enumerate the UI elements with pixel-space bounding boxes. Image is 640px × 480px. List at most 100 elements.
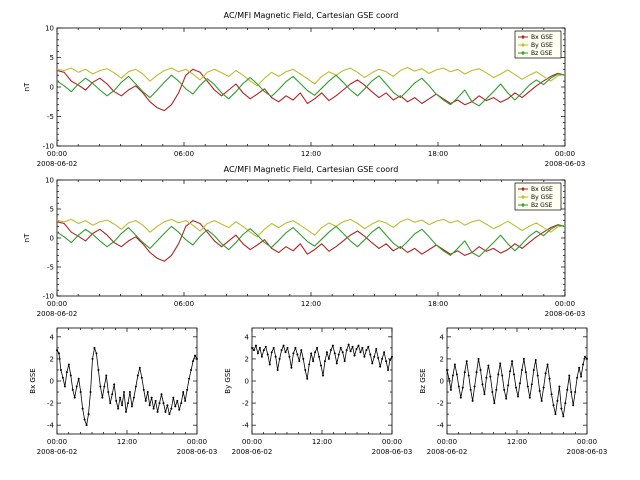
chart-0-y-label: nT bbox=[23, 82, 31, 91]
chart-3-y-tick-label: -4 bbox=[242, 422, 250, 430]
chart-0-x-tick-label: 00:00 bbox=[555, 150, 575, 158]
chart-0: AC/MFI Magnetic Field, Cartesian GSE coo… bbox=[23, 11, 585, 168]
chart-1-y-tick-label: -10 bbox=[43, 293, 54, 301]
chart-2-x-date-label: 2008-06-02 bbox=[37, 448, 78, 456]
chart-1-y-tick-label: 5 bbox=[50, 206, 54, 214]
chart-3-y-label: By GSE bbox=[224, 368, 232, 393]
chart-4-x-tick-label: 00:00 bbox=[577, 438, 597, 446]
chart-1-legend-label: Bx GSE bbox=[531, 186, 553, 193]
chart-0-x-tick-label: 00:00 bbox=[47, 150, 67, 158]
chart-1: AC/MFI Magnetic Field, Cartesian GSE coo… bbox=[23, 165, 585, 318]
chart-0-series-by-gse bbox=[56, 66, 566, 87]
chart-2-y-label: Bx GSE bbox=[29, 368, 37, 393]
chart-2-y-tick-label: -4 bbox=[47, 422, 55, 430]
chart-4-y-tick-label: 2 bbox=[440, 355, 444, 363]
chart-0-series-bz-gse bbox=[56, 73, 566, 107]
chart-2-x-tick-label: 00:00 bbox=[187, 438, 207, 446]
chart-1-x-date-label: 2008-06-02 bbox=[37, 310, 78, 318]
chart-0-legend-label: By GSE bbox=[531, 42, 553, 49]
chart-3-y-tick-label: 2 bbox=[245, 355, 249, 363]
chart-3-markers bbox=[251, 343, 393, 380]
chart-1-x-tick-label: 06:00 bbox=[174, 300, 194, 308]
chart-4-x-tick-label: 00:00 bbox=[437, 438, 457, 446]
chart-4-y-tick-label: -2 bbox=[437, 400, 444, 408]
chart-4-axes bbox=[446, 328, 588, 434]
chart-1-series-by-gse bbox=[56, 218, 566, 238]
chart-0-series-bx-gse bbox=[56, 68, 566, 112]
chart-2: -4 -2 0 2 4 00:00 12:00 00:00 2008-06-02 2008-06-… bbox=[29, 327, 218, 456]
chart-1-series-bx-gse bbox=[56, 220, 566, 262]
chart-3: -4 -2 0 2 4 00:00 12:00 00:00 2008-06-02 2008-06-… bbox=[224, 327, 413, 456]
chart-1-legend-label: Bz GSE bbox=[531, 202, 553, 209]
chart-4-y-tick-label: 0 bbox=[440, 378, 444, 386]
chart-4-frame bbox=[446, 327, 588, 435]
chart-3-y-tick-label: -2 bbox=[242, 400, 249, 408]
chart-4-x-date-label: 2008-06-03 bbox=[567, 448, 608, 456]
chart-2-y-tick-label: 2 bbox=[50, 355, 54, 363]
chart-1-y-label: nT bbox=[23, 233, 31, 242]
chart-4-x-date-label: 2008-06-02 bbox=[427, 448, 468, 456]
chart-1-y-tick-label: 0 bbox=[50, 235, 54, 243]
chart-3-y-tick-label: 0 bbox=[245, 378, 249, 386]
chart-1-y-tick-label: 10 bbox=[45, 177, 54, 185]
chart-0-legend-label: Bx GSE bbox=[531, 34, 553, 41]
chart-1-y-tick-label: -5 bbox=[47, 264, 54, 272]
legend-marker-icon bbox=[521, 203, 525, 207]
chart-3-axes bbox=[251, 328, 393, 434]
legend-marker-icon bbox=[521, 35, 525, 39]
chart-1-x-tick-label: 18:00 bbox=[428, 300, 448, 308]
chart-1-axes bbox=[56, 179, 566, 297]
chart-0-y-tick-label: -5 bbox=[47, 113, 54, 121]
chart-2-markers bbox=[56, 346, 198, 427]
chart-0-y-tick-label: -10 bbox=[43, 143, 54, 151]
chart-1-x-tick-label: 00:00 bbox=[47, 300, 67, 308]
chart-3-x-tick-label: 12:00 bbox=[312, 438, 332, 446]
chart-1-series-bz-gse bbox=[56, 224, 566, 258]
chart-0-x-tick-label: 06:00 bbox=[174, 150, 194, 158]
legend-marker-icon bbox=[521, 187, 525, 191]
chart-0-y-tick-label: 5 bbox=[50, 54, 54, 62]
chart-4-series-bz-gse bbox=[446, 356, 588, 417]
legend-marker-icon bbox=[521, 43, 525, 47]
chart-4: -4 -2 0 2 4 00:00 12:00 00:00 2008-06-02 2008-06-… bbox=[419, 327, 608, 456]
chart-2-y-tick-label: 0 bbox=[50, 378, 54, 386]
chart-1-x-date-label: 2008-06-03 bbox=[545, 310, 586, 318]
chart-0-y-tick-label: 10 bbox=[45, 25, 54, 33]
legend-marker-icon bbox=[521, 51, 525, 55]
chart-4-markers bbox=[446, 355, 588, 418]
chart-2-x-tick-label: 00:00 bbox=[47, 438, 67, 446]
chart-1-x-tick-label: 12:00 bbox=[301, 300, 321, 308]
chart-2-x-date-label: 2008-06-03 bbox=[177, 448, 218, 456]
chart-0-legend-label: Bz GSE bbox=[531, 50, 553, 57]
chart-3-x-tick-label: 00:00 bbox=[382, 438, 402, 446]
chart-3-x-date-label: 2008-06-03 bbox=[372, 448, 413, 456]
chart-3-series-by-gse bbox=[251, 344, 393, 380]
chart-2-y-tick-label: -2 bbox=[47, 400, 54, 408]
chart-1-legend-label: By GSE bbox=[531, 194, 553, 201]
chart-2-axes bbox=[56, 328, 198, 434]
chart-1-x-tick-label: 00:00 bbox=[555, 300, 575, 308]
chart-0-x-date-label: 2008-06-03 bbox=[545, 160, 586, 168]
chart-4-x-tick-label: 12:00 bbox=[507, 438, 527, 446]
chart-3-x-tick-label: 00:00 bbox=[242, 438, 262, 446]
chart-3-x-date-label: 2008-06-02 bbox=[232, 448, 273, 456]
chart-0-y-tick-label: 0 bbox=[50, 84, 54, 92]
chart-1-title: AC/MFI Magnetic Field, Cartesian GSE coo… bbox=[224, 165, 399, 174]
chart-0-x-tick-label: 18:00 bbox=[428, 150, 448, 158]
chart-2-series-bx-gse bbox=[56, 347, 198, 426]
chart-4-y-tick-label: -4 bbox=[437, 422, 445, 430]
chart-0-axes bbox=[56, 27, 566, 147]
chart-2-x-tick-label: 12:00 bbox=[117, 438, 137, 446]
chart-0-x-tick-label: 12:00 bbox=[301, 150, 321, 158]
legend-marker-icon bbox=[521, 195, 525, 199]
chart-4-y-label: Bz GSE bbox=[419, 369, 427, 394]
chart-3-y-tick-label: 4 bbox=[245, 333, 250, 341]
chart-4-y-tick-label: 4 bbox=[440, 333, 445, 341]
chart-0-x-date-label: 2008-06-02 bbox=[37, 160, 78, 168]
chart-3-frame bbox=[251, 327, 393, 435]
chart-2-y-tick-label: 4 bbox=[50, 333, 55, 341]
